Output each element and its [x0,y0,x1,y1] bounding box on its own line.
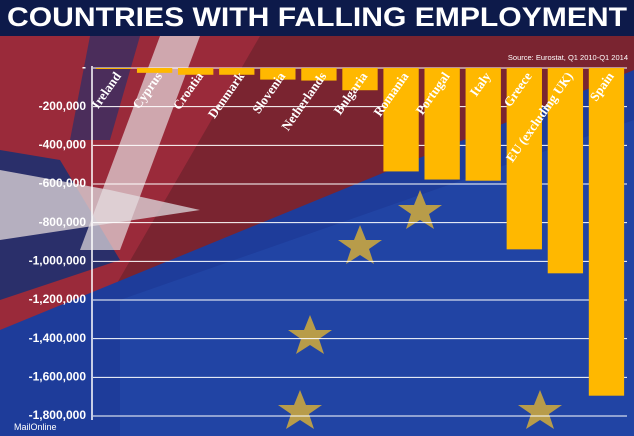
bar [588,68,625,396]
bar [95,68,132,69]
bar [219,68,255,75]
title-bar [0,0,634,36]
bar [301,68,337,81]
bar [424,68,460,180]
y-tick-label: - [82,60,86,74]
y-tick-label: -1,200,000 [29,292,87,306]
bar [178,68,214,75]
bar [342,68,378,91]
source: Source: Eurostat, Q1 2010-Q1 2014 [508,53,628,62]
y-tick-label: -1,600,000 [29,370,87,384]
y-tick-label: -400,000 [39,138,87,152]
footer: MailOnline [14,422,57,432]
y-tick-label: -1,000,000 [29,254,87,268]
y-tick-label: -600,000 [39,176,87,190]
bar [465,68,501,181]
bar [136,68,173,73]
y-tick-label: -1,800,000 [29,408,87,422]
bar [260,68,296,80]
y-tick-label: -800,000 [39,215,87,229]
y-tick-label: -1,400,000 [29,331,87,345]
chart-title: COUNTRIES WITH FALLING EMPLOYMENT [7,2,628,32]
y-tick-label: -200,000 [39,99,87,113]
bar [383,68,419,172]
bar [506,68,542,250]
bar [547,68,584,274]
